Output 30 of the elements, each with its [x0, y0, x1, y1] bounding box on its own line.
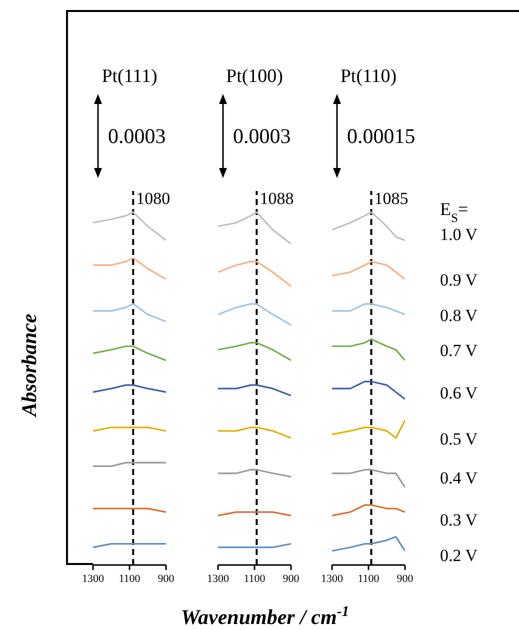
chart-title: Pt(100): [226, 66, 283, 87]
text: 0.6 V: [440, 384, 478, 403]
x-tick-label: 900: [396, 573, 414, 585]
text: 0.7 V: [440, 341, 478, 360]
text: 0.00015: [347, 124, 416, 148]
text: 0.9 V: [440, 270, 478, 290]
text: 0.8 V: [440, 306, 478, 325]
y-axis-title: Absorbance: [17, 314, 41, 418]
text: 0.2 V: [440, 546, 478, 565]
x-tick-label: 1300: [82, 573, 104, 585]
text: 0.4 V: [440, 468, 478, 488]
ref-line-label: 1085: [374, 189, 408, 208]
text: 0.5 V: [440, 429, 478, 448]
x-tick-label: 900: [158, 573, 175, 585]
x-tick-label: 1300: [207, 573, 230, 585]
text: 0.0003: [108, 124, 166, 148]
x-tick-label: 1100: [358, 573, 380, 585]
ref-line-label: 1088: [260, 189, 294, 208]
x-tick-label: 1300: [321, 573, 344, 585]
chart-title: Pt(110): [340, 66, 397, 87]
text: 0.3 V: [440, 510, 478, 530]
x-tick-label: 1100: [244, 573, 266, 585]
x-tick-label: 1100: [118, 573, 141, 585]
x-axis-title: Wavenumber / cm$^{-1}$: [180, 604, 350, 629]
ref-line-label: 1080: [136, 189, 170, 208]
legend-title: E$_{S}$=: [440, 199, 468, 225]
text: 0.0003: [233, 124, 291, 148]
text: 1.0 V: [440, 224, 478, 244]
x-tick-label: 900: [282, 573, 300, 585]
chart-title: Pt(111): [102, 66, 158, 87]
